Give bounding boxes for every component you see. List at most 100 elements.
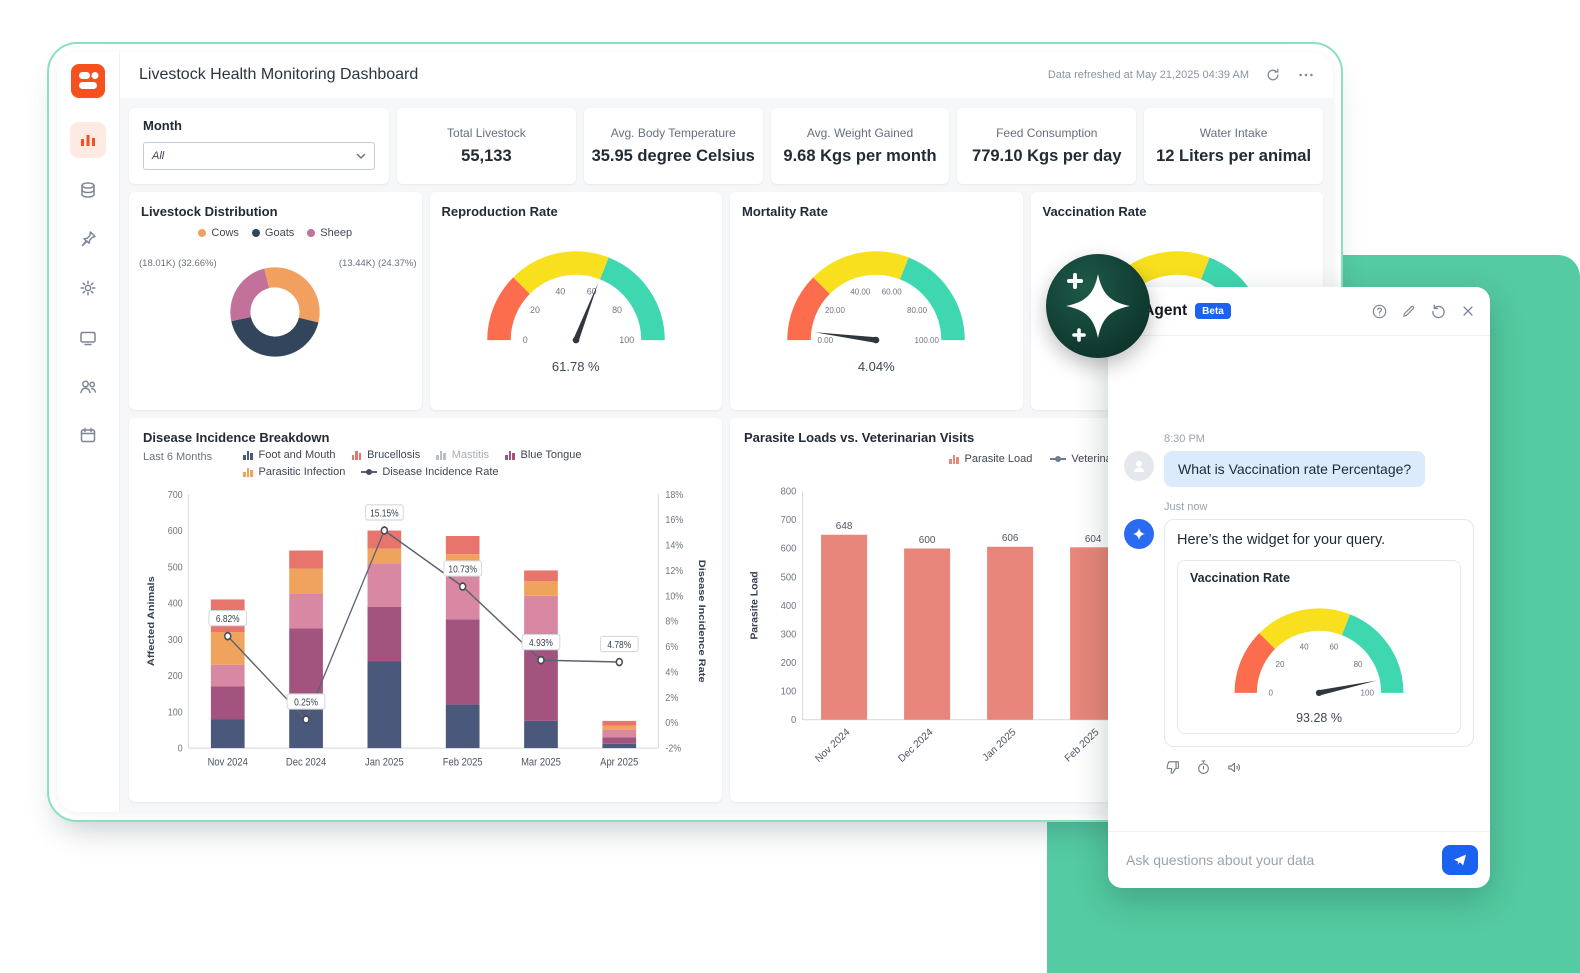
send-button[interactable] (1442, 845, 1478, 875)
month-select[interactable]: All (143, 142, 375, 170)
month-filter-card: Month All (129, 108, 389, 184)
livestock-distribution-card: Livestock Distribution Cows Goats Sheep (1… (129, 192, 422, 410)
svg-text:700: 700 (781, 515, 797, 526)
svg-text:600: 600 (919, 535, 936, 546)
legend-item[interactable]: Cows (198, 227, 239, 239)
kpi-label: Avg. Body Temperature (610, 126, 736, 140)
svg-text:6%: 6% (665, 641, 678, 653)
sparkle-star-icon (1066, 273, 1130, 342)
beta-badge: Beta (1195, 303, 1231, 319)
svg-text:Jan 2025: Jan 2025 (365, 757, 404, 769)
svg-text:12%: 12% (665, 565, 683, 577)
svg-text:0.00: 0.00 (818, 336, 834, 345)
svg-text:604: 604 (1085, 534, 1102, 545)
svg-text:Mar 2025: Mar 2025 (521, 757, 561, 769)
send-icon (1454, 854, 1466, 866)
close-icon[interactable] (1460, 303, 1476, 319)
svg-text:Parasite Load: Parasite Load (750, 571, 761, 639)
disease-incidence-chart: 0 100 200 300 400 500 600 700 -2% 0% 2% 4% 6% 8% 10% 12… (143, 478, 708, 790)
parasite-loads-chart: 0 100 200 300 400 500 600 700 800 648 Nov 2024 600 D… (744, 465, 1309, 790)
svg-text:Apr 2025: Apr 2025 (600, 757, 638, 769)
chat-input[interactable] (1124, 851, 1432, 869)
stopwatch-icon[interactable] (1195, 759, 1212, 776)
sidebar-item-pinboard[interactable] (76, 227, 100, 251)
svg-text:600: 600 (781, 544, 797, 555)
ai-vaccination-gauge: 0 20 40 60 80 100 (1206, 591, 1432, 709)
svg-text:4.93%: 4.93% (529, 638, 553, 649)
kpi-card-water-intake: Water Intake 12 Liters per animal (1144, 108, 1323, 184)
more-menu-icon[interactable] (1297, 66, 1315, 84)
svg-text:80: 80 (1354, 660, 1363, 669)
app-logo-icon (71, 64, 105, 98)
svg-text:100: 100 (168, 707, 183, 719)
legend-line-swatch (1050, 456, 1067, 462)
sidebar-item-display[interactable] (76, 325, 100, 349)
ai-agent-panel: AI Agent Beta 8:30 PM (1108, 287, 1490, 888)
svg-text:Dec 2024: Dec 2024 (897, 727, 936, 765)
svg-text:100.00: 100.00 (915, 336, 940, 345)
legend-item[interactable]: Goats (251, 227, 294, 239)
refresh-status: Data refreshed at May 21,2025 04:39 AM (1047, 69, 1249, 81)
svg-text:Dec 2024: Dec 2024 (286, 757, 327, 769)
svg-text:500: 500 (168, 562, 183, 574)
svg-text:40: 40 (1300, 643, 1309, 652)
sidebar-item-users[interactable] (76, 374, 100, 398)
refresh-icon[interactable] (1265, 67, 1281, 83)
donut-callout-left: (18.01K) (32.66%) (139, 258, 217, 269)
svg-text:0: 0 (523, 335, 528, 345)
mortality-rate-card: Mortality Rate 0.00 20.00 40.00 60.00 80.00 1… (730, 192, 1023, 410)
sidebar-item-settings[interactable] (76, 276, 100, 300)
legend-item[interactable]: Mastitis (436, 449, 489, 461)
legend-item[interactable]: Foot and Mouth (243, 449, 336, 461)
card-title: Parasite Loads vs. Veterinarian Visits (744, 430, 975, 445)
chevron-down-icon (356, 153, 366, 159)
disease-incidence-card: Disease Incidence Breakdown Last 6 Month… (129, 418, 722, 802)
legend-bars-swatch (243, 450, 254, 460)
ai-sparkle-badge[interactable] (1046, 254, 1150, 358)
legend-item[interactable]: Brucellosis (351, 449, 420, 461)
svg-text:8%: 8% (665, 616, 678, 628)
svg-text:Affected Animals: Affected Animals (147, 576, 157, 666)
card-title: Mortality Rate (742, 204, 828, 219)
legend-item[interactable]: Parasite Load (949, 453, 1032, 465)
sidebar-item-schedule[interactable] (76, 423, 100, 447)
card-title: Vaccination Rate (1042, 204, 1147, 219)
svg-text:6.82%: 6.82% (216, 614, 240, 625)
kpi-label: Feed Consumption (996, 126, 1098, 140)
svg-text:4.78%: 4.78% (607, 639, 631, 650)
reset-icon[interactable] (1430, 303, 1447, 320)
svg-text:500: 500 (781, 572, 797, 583)
thumbs-down-icon[interactable] (1164, 759, 1181, 776)
users-icon (80, 380, 97, 394)
svg-text:40.00: 40.00 (851, 288, 872, 297)
livestock-donut-chart (208, 245, 342, 379)
svg-text:200: 200 (781, 658, 797, 669)
app-logo[interactable] (71, 64, 105, 98)
legend-item[interactable]: Disease Incidence Rate (361, 466, 499, 478)
kpi-card-body-temperature: Avg. Body Temperature 35.95 degree Celsi… (583, 108, 763, 184)
speaker-icon[interactable] (1226, 759, 1243, 776)
kpi-value: 9.68 Kgs per month (783, 147, 937, 165)
month-filter-label: Month (143, 118, 182, 133)
legend-item[interactable]: Parasitic Infection (243, 466, 345, 478)
svg-text:300: 300 (168, 634, 183, 646)
svg-text:0: 0 (791, 715, 796, 726)
month-select-value: All (152, 150, 165, 162)
topbar: Livestock Health Monitoring Dashboard Da… (119, 52, 1333, 99)
sidebar-item-datasources[interactable] (76, 178, 100, 202)
svg-text:0.25%: 0.25% (294, 697, 318, 708)
ai-panel-header: AI Agent Beta (1108, 287, 1490, 336)
mortality-gauge: 0.00 20.00 40.00 60.00 80.00 100.00 (758, 233, 994, 357)
kpi-label: Avg. Weight Gained (806, 126, 914, 140)
pen-icon[interactable] (1401, 303, 1417, 319)
help-icon[interactable] (1371, 303, 1388, 320)
legend-item[interactable]: Blue Tongue (505, 449, 582, 461)
svg-text:80: 80 (612, 305, 622, 315)
kpi-value: 779.10 Kgs per day (972, 147, 1122, 165)
kpi-value: 35.95 degree Celsius (591, 147, 755, 165)
sidebar-item-dashboards[interactable] (70, 122, 106, 158)
kpi-card-total-livestock: Total Livestock 55,133 (397, 108, 576, 184)
legend-item[interactable]: Sheep (307, 227, 352, 239)
svg-text:300: 300 (781, 629, 797, 640)
